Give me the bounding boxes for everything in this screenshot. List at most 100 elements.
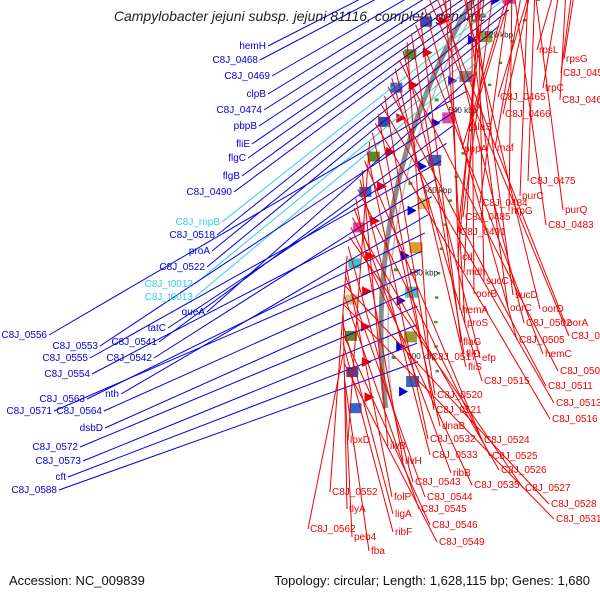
gene-label-purc[interactable]: purC xyxy=(522,191,544,202)
gene-label-fba[interactable]: fba xyxy=(371,546,385,557)
gene-label-trpc[interactable]: trpC xyxy=(545,83,564,94)
gene-label-peb4[interactable]: peb4 xyxy=(354,532,377,543)
gene-label-c8j_t0013[interactable]: C8J_t0013 xyxy=(145,292,194,303)
gene-label-flie[interactable]: fliE xyxy=(236,139,250,150)
gene-label-c8j_0475[interactable]: C8J_0475 xyxy=(530,176,576,187)
gene-label-c8j_0532[interactable]: C8J_0532 xyxy=(430,434,476,445)
gene-label-c8j_0563[interactable]: C8J_0563 xyxy=(39,394,85,405)
gene-label-pbpa[interactable]: pbpA xyxy=(464,144,488,155)
gene-label-oorc[interactable]: oorC xyxy=(510,303,532,314)
gene-label-c8j_0516[interactable]: C8J_0516 xyxy=(552,414,598,425)
gene-label-quea[interactable]: queA xyxy=(182,307,206,318)
gene-label-flgb[interactable]: flgB xyxy=(223,171,241,182)
gene-label-c8j_0564[interactable]: C8J_0564 xyxy=(56,406,102,417)
gene-label-c8j_0553[interactable]: C8J_0553 xyxy=(52,341,98,352)
gene-label-hemh[interactable]: hemH xyxy=(239,41,266,52)
gene-label-efp[interactable]: efp xyxy=(482,353,496,364)
gene-label-succ[interactable]: sucC xyxy=(486,276,509,287)
gene-label-hemc[interactable]: hemC xyxy=(545,349,572,360)
gene-label-c8j_0541[interactable]: C8J_0541 xyxy=(111,337,157,348)
gene-label-flag[interactable]: flaG xyxy=(463,337,482,348)
gene-label-rpsl[interactable]: rpsL xyxy=(539,45,559,56)
gene-label-ilvh[interactable]: ilvH xyxy=(405,456,422,467)
gene-label-c8j_0542[interactable]: C8J_0542 xyxy=(106,353,152,364)
gene-label-oord[interactable]: oorD xyxy=(542,304,564,315)
gene-label-pros[interactable]: proS xyxy=(467,318,488,329)
gene-label-c8j_0552[interactable]: C8J_0552 xyxy=(332,487,378,498)
gene-label-c8j_0500[interactable]: C8J_0500 xyxy=(571,331,600,342)
gene-label-maf[interactable]: maf xyxy=(497,143,514,154)
gene-label-flid[interactable]: fliD xyxy=(466,349,480,360)
gene-label-c8j_0485[interactable]: C8J_0485 xyxy=(465,212,511,223)
gene-label-c8j_0469[interactable]: C8J_0469 xyxy=(224,71,270,82)
gene-label-flis[interactable]: fliS xyxy=(468,362,482,373)
gene-label-c8j_0511[interactable]: C8J_0511 xyxy=(548,381,593,392)
gene-label-dnab[interactable]: dnaB xyxy=(442,421,466,432)
gene-label-folp[interactable]: folP xyxy=(394,492,412,503)
gene-label-c8j_0527[interactable]: C8J_0527 xyxy=(525,483,571,494)
gene-label-c8j_0555[interactable]: C8J_0555 xyxy=(42,353,88,364)
gene-label-ribf[interactable]: ribF xyxy=(395,527,412,538)
gene-label-c8j_0535[interactable]: C8J_0535 xyxy=(474,480,520,491)
gene-label-c8j_0543[interactable]: C8J_0543 xyxy=(415,477,461,488)
gene-label-c8j_0522[interactable]: C8J_0522 xyxy=(159,262,205,273)
gene-label-ilvb[interactable]: ilvB xyxy=(390,441,406,452)
gene-label-hema[interactable]: hemA xyxy=(462,305,488,316)
gene-label-oorb[interactable]: oorB xyxy=(476,289,497,300)
gene-label-c8j_0474[interactable]: C8J_0474 xyxy=(216,105,262,116)
gene-label-c8j_0468[interactable]: C8J_0468 xyxy=(212,55,258,66)
gene-label-c8j_0465[interactable]: C8J_0465 xyxy=(500,92,546,103)
gene-label-c8j_0573[interactable]: C8J_0573 xyxy=(35,456,81,467)
gene-label-c8j_0513[interactable]: C8J_0513 xyxy=(556,398,600,409)
gene-label-c8j_0483[interactable]: C8J_0483 xyxy=(548,220,594,231)
gene-label-sucd[interactable]: sucD xyxy=(515,290,538,301)
gene-label-c8j_0458[interactable]: C8J_0458 xyxy=(563,68,600,79)
gene-label-rpsg[interactable]: rpsG xyxy=(566,54,588,65)
gene-label-c8j_0505[interactable]: C8J_0505 xyxy=(519,335,565,346)
gene-label-nth[interactable]: nth xyxy=(105,389,119,400)
gene-label-proa[interactable]: proA xyxy=(189,246,210,257)
gene-label-htpg[interactable]: htpG xyxy=(511,206,533,217)
gene-label-tatc[interactable]: tatC xyxy=(148,323,166,334)
gene-label-c8j_0463[interactable]: C8J_0463 xyxy=(562,95,600,106)
gene-label-c8j_0546[interactable]: C8J_0546 xyxy=(432,520,478,531)
gene-label-ribb[interactable]: ribB xyxy=(453,468,471,479)
gene-label-c8j_0588[interactable]: C8J_0588 xyxy=(11,485,57,496)
gene-label-c8j_0526[interactable]: C8J_0526 xyxy=(501,465,547,476)
gene-label-c8j_0572[interactable]: C8J_0572 xyxy=(32,442,78,453)
gene-label-c8j_0528[interactable]: C8J_0528 xyxy=(551,499,597,510)
gene-label-c8j_rnpb[interactable]: C8J_rnpB xyxy=(176,217,221,228)
gene-label-c8j_0520[interactable]: C8J_0520 xyxy=(437,390,483,401)
gene-label-tlya[interactable]: tlyA xyxy=(349,504,366,515)
gene-label-lpxd[interactable]: lpxD xyxy=(350,435,370,446)
gene-label-c8j_0484[interactable]: C8J_0484 xyxy=(482,198,528,209)
gene-label-c8j_0549[interactable]: C8J_0549 xyxy=(439,537,485,548)
gene-label-c8j_0562[interactable]: C8J_0562 xyxy=(310,524,356,535)
gene-label-c8j_0525[interactable]: C8J_0525 xyxy=(492,451,538,462)
gene-label-alas[interactable]: alaS xyxy=(472,122,492,133)
gene-label-cft[interactable]: cft xyxy=(55,472,66,483)
gene-label-c8j_0466[interactable]: C8J_0466 xyxy=(505,109,551,120)
gene-label-c8j_0515[interactable]: C8J_0515 xyxy=(484,376,530,387)
gene-label-c8j_0502[interactable]: C8J_0502 xyxy=(526,318,572,329)
gene-label-c8j_0517[interactable]: C8J_0517 xyxy=(431,352,477,363)
gene-label-liga[interactable]: ligA xyxy=(395,509,412,520)
gene-label-c8j_0491[interactable]: C8J_0491 xyxy=(460,227,506,238)
gene-label-c8j_0490[interactable]: C8J_0490 xyxy=(186,187,232,198)
gene-label-flgc[interactable]: flgC xyxy=(228,153,246,164)
gene-label-mdh[interactable]: mdh xyxy=(466,267,485,278)
gene-label-pbpb[interactable]: pbpB xyxy=(234,121,258,132)
gene-label-c8j_0507[interactable]: C8J_0507 xyxy=(560,366,600,377)
gene-label-c8j_0524[interactable]: C8J_0524 xyxy=(484,435,530,446)
gene-label-c8j_0521[interactable]: C8J_0521 xyxy=(436,405,482,416)
gene-label-c8j_0544[interactable]: C8J_0544 xyxy=(427,492,473,503)
gene-label-clpb[interactable]: clpB xyxy=(247,89,267,100)
gene-label-c8j_0554[interactable]: C8J_0554 xyxy=(44,369,90,380)
gene-label-c8j_0518[interactable]: C8J_0518 xyxy=(169,230,215,241)
gene-label-c8j_0531[interactable]: C8J_0531 xyxy=(556,514,600,525)
gene-label-dsbd[interactable]: dsbD xyxy=(80,423,103,434)
gene-labels[interactable]: hemH C8J_0468 C8J_0469 clpB C8J_0474 pbpB fliE… xyxy=(1,41,600,557)
gene-label-c8j_0556[interactable]: C8J_0556 xyxy=(1,330,47,341)
gene-label-purq[interactable]: purQ xyxy=(565,205,587,216)
gene-label-c8j_0533[interactable]: C8J_0533 xyxy=(432,450,478,461)
